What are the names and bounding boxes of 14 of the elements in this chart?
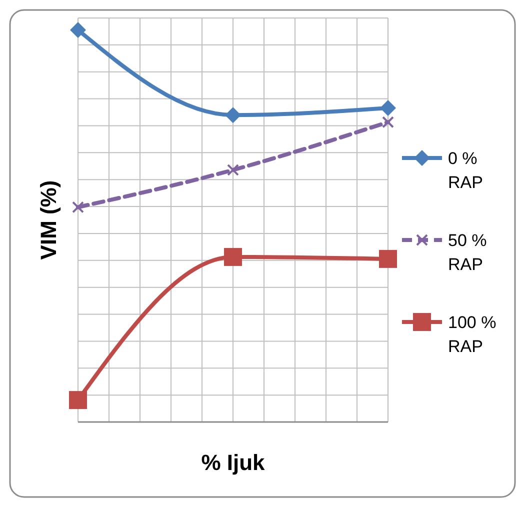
point bbox=[380, 100, 396, 116]
x-axis-title: % Ijuk bbox=[201, 450, 266, 475]
point bbox=[224, 248, 242, 266]
y-axis-title: VIM (%) bbox=[36, 180, 61, 260]
point bbox=[69, 391, 87, 410]
point bbox=[227, 164, 239, 176]
legend-label: 100 % RAP bbox=[448, 313, 496, 356]
point bbox=[70, 22, 86, 38]
legend-label: 50 % RAP bbox=[448, 231, 487, 274]
point bbox=[72, 201, 84, 214]
point bbox=[379, 250, 397, 268]
legend-label: 0 % RAP bbox=[448, 149, 483, 192]
point bbox=[382, 116, 394, 128]
point bbox=[225, 107, 241, 124]
